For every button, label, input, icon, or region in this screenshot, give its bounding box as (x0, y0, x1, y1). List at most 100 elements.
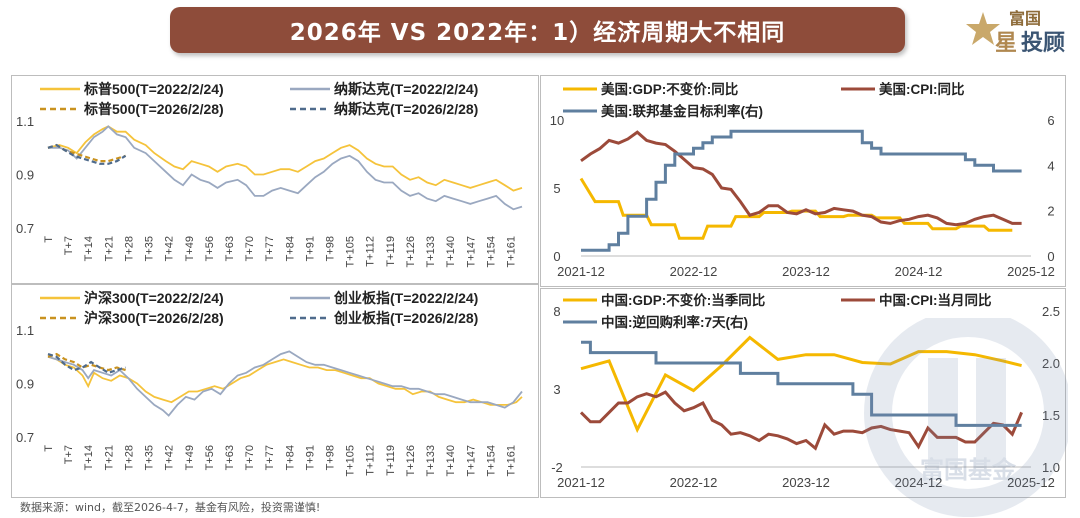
series-line-0 (580, 335, 1022, 434)
legend-label-0: 美国:GDP:不变价:同比 (601, 81, 738, 97)
x-tick-label: T+49 (184, 445, 196, 470)
x-tick-label: T+42 (164, 445, 176, 470)
y-tick-label-left: 8 (553, 304, 560, 319)
legend-label-0: 中国:GDP:不变价:当季同比 (601, 292, 765, 308)
series-line-0 (47, 125, 523, 192)
legend-label-2: 美国:联邦基金目标利率(右) (601, 103, 763, 119)
x-tick-label: T+119 (385, 236, 397, 267)
y-tick-label: 0.9 (16, 377, 34, 392)
series-line-1 (48, 125, 523, 211)
x-tick-label: 2024-12 (895, 475, 943, 490)
y-tick-label-right: 6 (1047, 113, 1054, 128)
y-tick-label-left: 0 (553, 249, 560, 264)
series-line-0 (47, 355, 523, 406)
chart-panel-cn-index: 沪深300(T=2022/2/24) 创业板指(T=2022/2/24) 沪深300… (11, 284, 539, 498)
x-tick-label: T+35 (144, 445, 156, 470)
x-tick-label: T+70 (244, 445, 256, 470)
x-tick-label: T+147 (465, 445, 477, 477)
x-tick-label: T+49 (184, 236, 196, 261)
x-tick-label: T (43, 445, 55, 452)
x-tick-label: T+56 (204, 445, 216, 470)
x-tick-label: 2022-12 (670, 264, 718, 279)
logo: 富国 星 投顾 (966, 9, 1065, 56)
y-tick-label: 0.7 (16, 430, 34, 445)
x-tick-label: T+42 (164, 236, 176, 261)
chart-us-index: 标普500(T=2022/2/24) 纳斯达克(T=2022/2/24) 标普500… (16, 81, 523, 268)
x-tick-label: T+84 (284, 236, 296, 261)
x-tick-label: T+161 (506, 236, 518, 268)
y-tick-label-right: 2.0 (1042, 356, 1060, 371)
x-tick-label: 2023-12 (782, 475, 830, 490)
y-tick-label-right: 0 (1047, 249, 1054, 264)
series-line-1 (579, 390, 1023, 451)
x-tick-label: T+7 (63, 236, 75, 255)
legend-label-2: 中国:逆回购利率:7天(右) (601, 314, 748, 330)
legend-label-1: 创业板指(T=2022/2/24) (333, 290, 478, 306)
title-banner: 2026年 VS 2022年：1）经济周期大不相同 (170, 7, 905, 53)
y-tick-label-right: 2 (1047, 204, 1054, 219)
y-tick-label-left: -2 (551, 460, 563, 475)
series-line-3 (47, 143, 127, 165)
y-tick-label-left: 10 (550, 113, 564, 128)
x-tick-label: T+77 (264, 236, 276, 261)
y-tick-label-left: 5 (553, 181, 560, 196)
y-tick-label-right: 1.0 (1042, 460, 1060, 475)
x-tick-label: 2024-12 (895, 264, 943, 279)
x-tick-label: T+77 (264, 445, 276, 470)
x-tick-label: T+56 (204, 236, 216, 261)
x-tick-label: T+84 (284, 445, 296, 470)
logo-line2a: 星 (995, 31, 1017, 56)
logo-line2b: 投顾 (1021, 31, 1065, 56)
x-tick-label: T+126 (405, 236, 417, 268)
x-tick-label: 2021-12 (557, 264, 605, 279)
x-tick-label: T+105 (345, 236, 357, 268)
x-tick-label: T+21 (103, 445, 115, 470)
x-tick-label: T+14 (83, 445, 95, 470)
x-tick-label: 2023-12 (782, 264, 830, 279)
legend-label-3: 创业板指(T=2026/2/28) (333, 310, 478, 326)
series-line-2 (47, 143, 126, 163)
x-tick-label: T+140 (445, 236, 457, 268)
legend-label-1: 纳斯达克(T=2022/2/24) (334, 81, 478, 97)
x-tick-label: T+98 (325, 445, 337, 470)
y-tick-label: 0.9 (16, 168, 34, 183)
x-tick-label: T+98 (325, 236, 337, 261)
series-line-2 (581, 129, 1022, 252)
chart-panel-us-index: 标普500(T=2022/2/24) 纳斯达克(T=2022/2/24) 标普500… (11, 75, 539, 284)
x-tick-label: T+7 (63, 445, 75, 464)
chart-cn-index: 沪深300(T=2022/2/24) 创业板指(T=2022/2/24) 沪深300… (16, 290, 523, 477)
x-tick-label: T+91 (304, 236, 316, 261)
y-tick-label: 0.7 (16, 221, 34, 236)
logo-line1: 富国 (1009, 9, 1041, 28)
series-line-1 (580, 130, 1022, 227)
y-tick-label-right: 1.5 (1042, 408, 1060, 423)
x-tick-label: T+105 (345, 445, 357, 477)
legend-label-0: 标普500(T=2022/2/24) (83, 81, 224, 97)
x-tick-label: 2025-12 (1007, 475, 1055, 490)
legend-label-1: 中国:CPI:当月同比 (879, 292, 992, 308)
chart-cn-macro: 中国:GDP:不变价:当季同比 中国:CPI:当月同比中国:逆回购利率:7天(右)… (551, 292, 1060, 490)
series-line-2 (581, 340, 1022, 427)
y-tick-label-left: 3 (553, 382, 560, 397)
x-tick-label: T+112 (365, 445, 377, 476)
x-tick-label: T+28 (123, 445, 135, 470)
x-tick-label: 2025-12 (1007, 264, 1055, 279)
x-tick-label: T+133 (425, 236, 437, 268)
x-tick-label: T+35 (144, 236, 156, 261)
x-tick-label: T+112 (365, 236, 377, 267)
x-tick-label: T+154 (485, 445, 497, 477)
series-line-3 (47, 353, 126, 374)
x-tick-label: T (43, 236, 55, 243)
chart-panel-us-macro: 美国:GDP:不变价:同比 美国:CPI:同比美国:联邦基金目标利率(右) 10 5 0… (540, 75, 1066, 287)
chart-panel-cn-macro: 中国:GDP:不变价:当季同比 中国:CPI:当月同比中国:逆回购利率:7天(右)… (540, 288, 1066, 498)
series-line-1 (47, 350, 523, 417)
x-tick-label: T+119 (385, 445, 397, 476)
legend-label-2: 标普500(T=2026/2/28) (83, 101, 224, 117)
y-tick-label: 1.1 (16, 114, 34, 129)
star-icon (966, 12, 1000, 45)
x-tick-label: 2021-12 (557, 475, 605, 490)
legend-label-1: 美国:CPI:同比 (879, 81, 965, 97)
x-tick-label: T+154 (485, 236, 497, 268)
x-tick-label: 2022-12 (670, 475, 718, 490)
